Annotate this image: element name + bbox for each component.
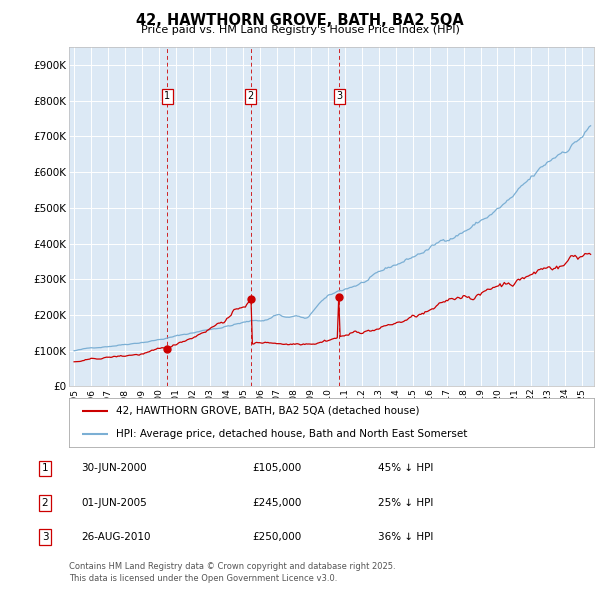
Text: 2: 2 xyxy=(247,91,254,101)
Text: 1: 1 xyxy=(41,464,49,473)
Text: 36% ↓ HPI: 36% ↓ HPI xyxy=(378,532,433,542)
Text: 42, HAWTHORN GROVE, BATH, BA2 5QA: 42, HAWTHORN GROVE, BATH, BA2 5QA xyxy=(136,13,464,28)
Text: Price paid vs. HM Land Registry's House Price Index (HPI): Price paid vs. HM Land Registry's House … xyxy=(140,25,460,35)
Text: 01-JUN-2005: 01-JUN-2005 xyxy=(81,498,147,507)
Text: 26-AUG-2010: 26-AUG-2010 xyxy=(81,532,151,542)
Text: £250,000: £250,000 xyxy=(252,532,301,542)
Text: 2: 2 xyxy=(41,498,49,507)
Text: 30-JUN-2000: 30-JUN-2000 xyxy=(81,464,146,473)
Text: 3: 3 xyxy=(336,91,342,101)
Text: 45% ↓ HPI: 45% ↓ HPI xyxy=(378,464,433,473)
Text: 1: 1 xyxy=(164,91,170,101)
Text: 42, HAWTHORN GROVE, BATH, BA2 5QA (detached house): 42, HAWTHORN GROVE, BATH, BA2 5QA (detac… xyxy=(116,406,420,416)
Text: HPI: Average price, detached house, Bath and North East Somerset: HPI: Average price, detached house, Bath… xyxy=(116,429,467,439)
Text: Contains HM Land Registry data © Crown copyright and database right 2025.
This d: Contains HM Land Registry data © Crown c… xyxy=(69,562,395,583)
Text: £105,000: £105,000 xyxy=(252,464,301,473)
Text: 25% ↓ HPI: 25% ↓ HPI xyxy=(378,498,433,507)
Text: £245,000: £245,000 xyxy=(252,498,301,507)
Text: 3: 3 xyxy=(41,532,49,542)
